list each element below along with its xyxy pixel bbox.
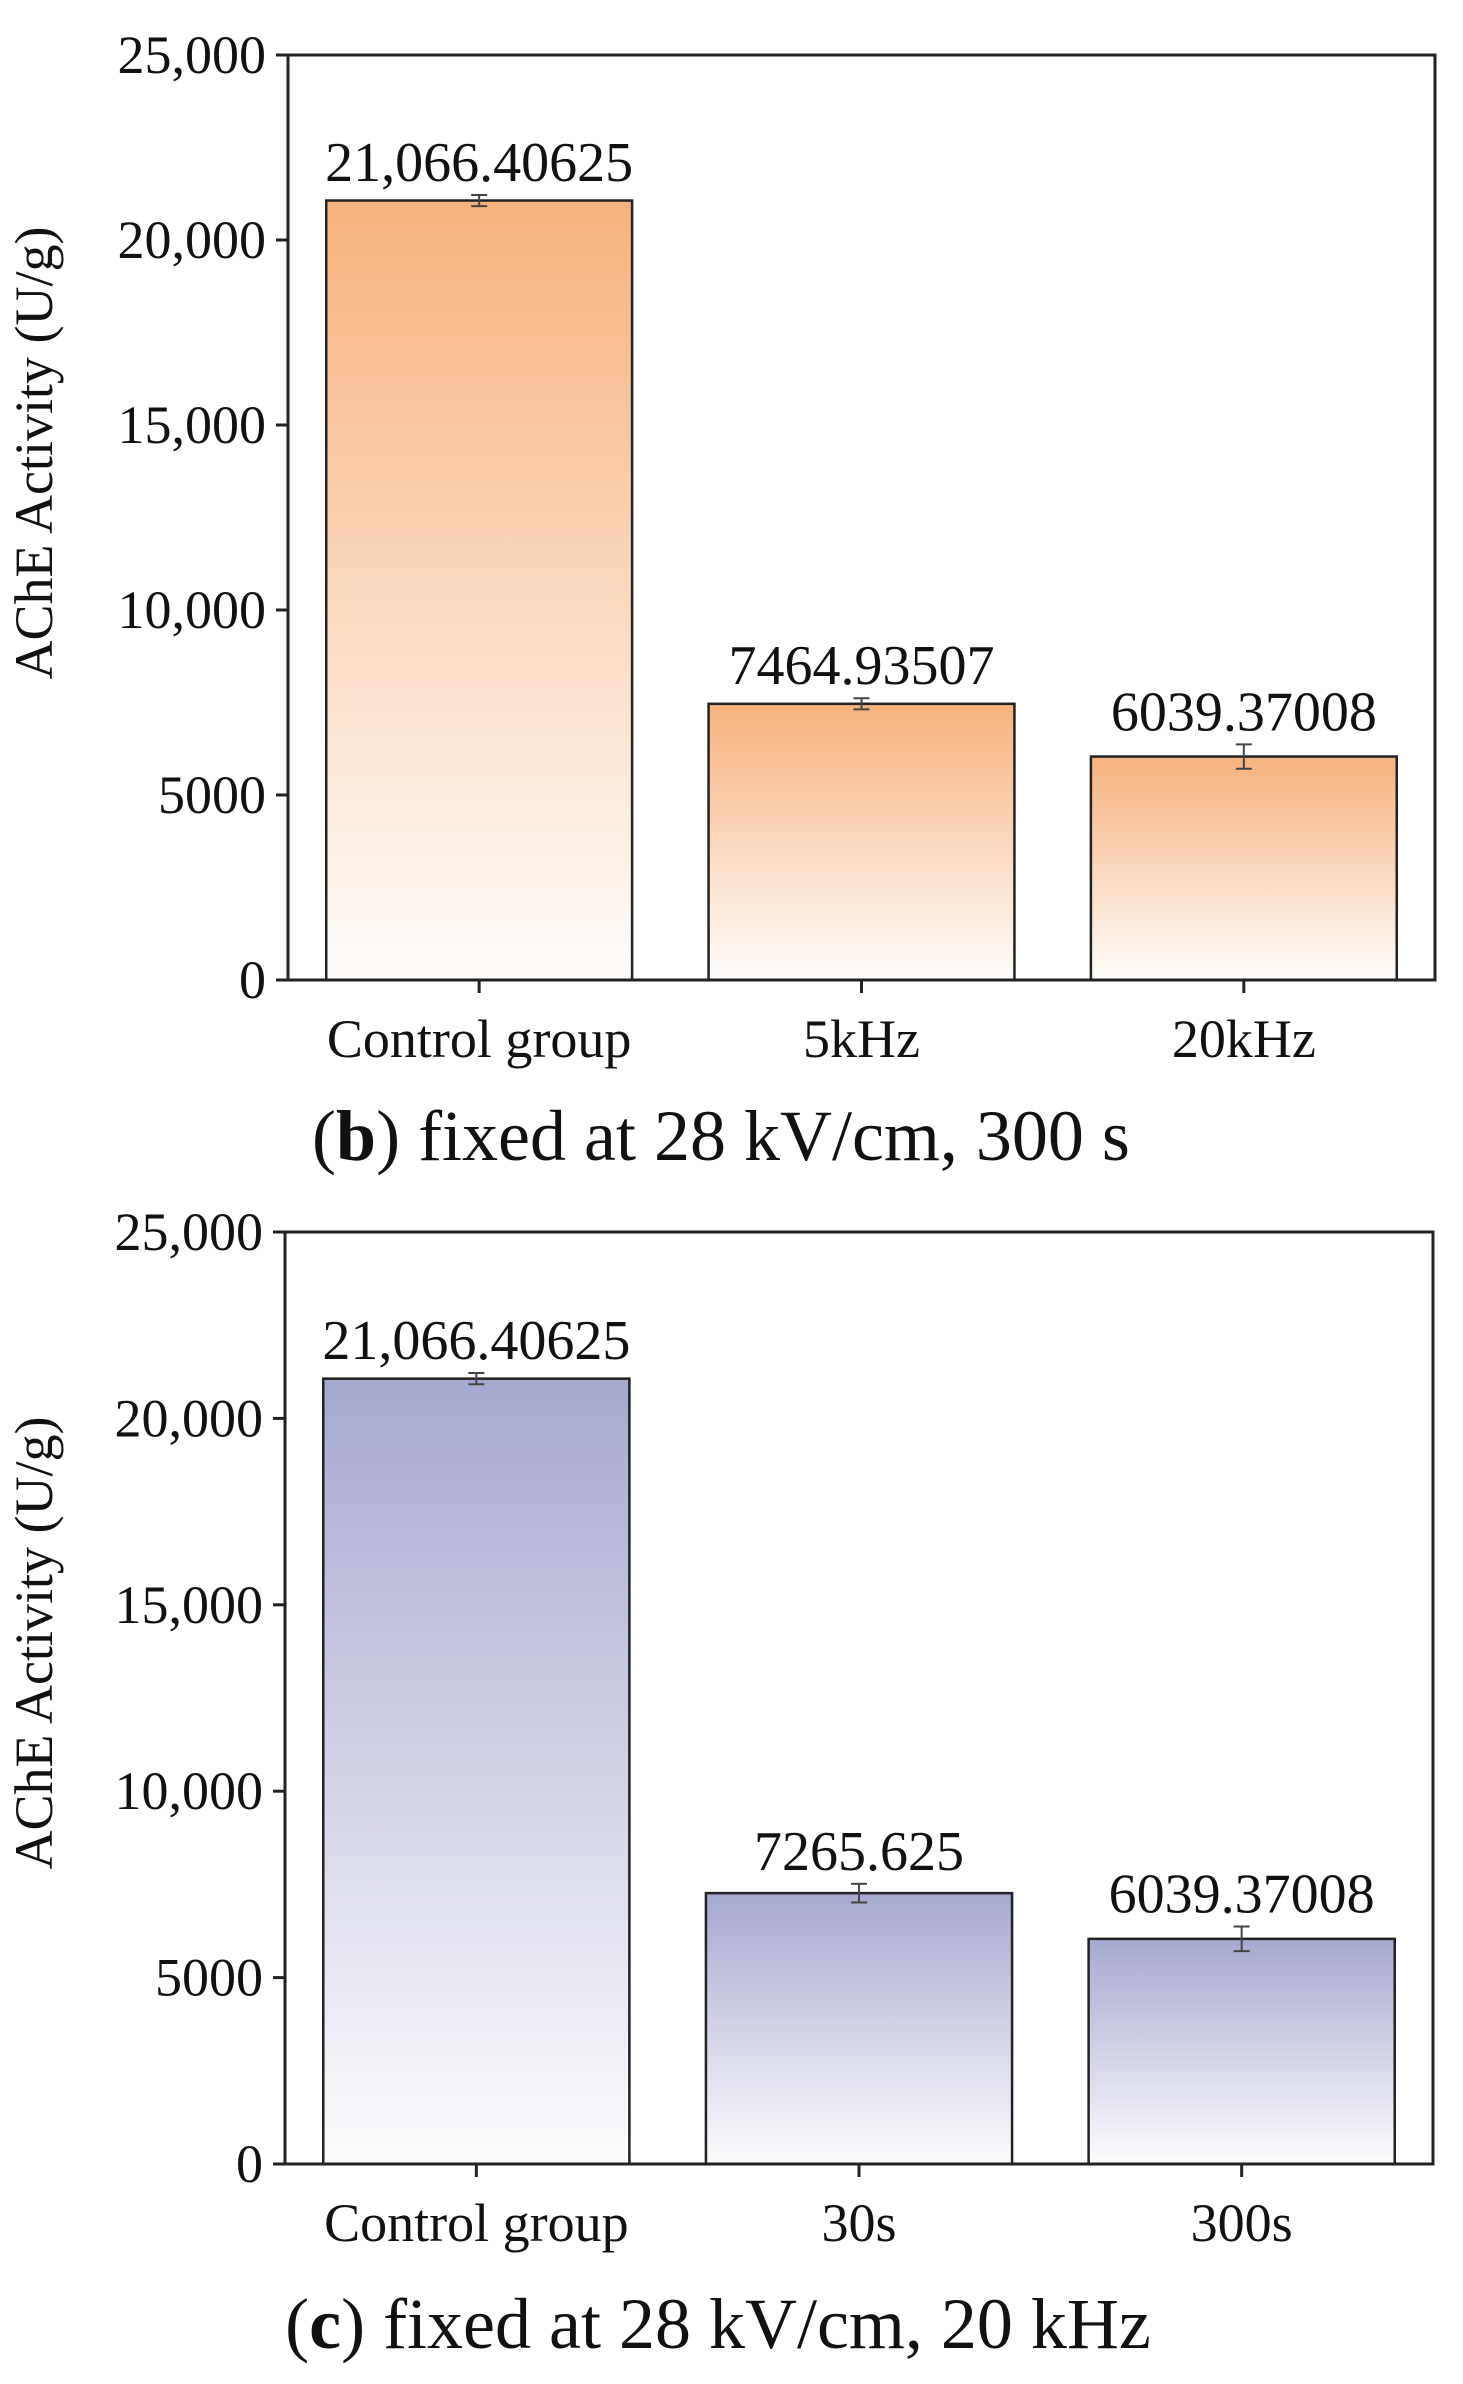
bar-b [324, 199, 634, 982]
y-tick-label-b: 15,000 [118, 395, 267, 455]
x-tick-label-b: 5kHz [803, 1009, 920, 1069]
y-tick-label-b: 25,000 [118, 25, 267, 85]
x-tick-label-b: 20kHz [1172, 1009, 1316, 1069]
data-label-b: 6039.37008 [1111, 681, 1377, 743]
y-axis-title-b: AChE Activity (U/g) [4, 227, 64, 680]
data-label-b: 21,066.40625 [325, 132, 633, 194]
bar-c [704, 1891, 1014, 2166]
bar-b [707, 702, 1016, 982]
y-tick-label-c: 15,000 [115, 1575, 264, 1635]
chart-panel-b: AChE Activity (U/g) (b) fixed at 28 kV/c… [4, 25, 1437, 1176]
y-tick-label-b: 10,000 [118, 580, 267, 640]
chart-panel-c: AChE Activity (U/g) (c) fixed at 28 kV/c… [4, 1202, 1435, 2364]
y-tick-label-c: 0 [236, 2134, 263, 2194]
y-axis-title-c: AChE Activity (U/g) [4, 1417, 64, 1870]
caption-text-b: fixed at 28 kV/cm, 300 s [400, 1096, 1130, 1176]
caption-c: (c) fixed at 28 kV/cm, 20 kHz [285, 2284, 1151, 2364]
y-tick-label-c: 5000 [155, 1948, 263, 2008]
caption-letter-c: c [309, 2284, 341, 2364]
x-tick-label-c: 30s [821, 2193, 896, 2253]
x-tick-label-c: 300s [1191, 2193, 1293, 2253]
y-tick-label-c: 10,000 [115, 1761, 264, 1821]
data-label-c: 6039.37008 [1109, 1864, 1375, 1926]
data-label-b: 7464.93507 [729, 635, 995, 697]
bar-b [1089, 755, 1399, 982]
caption-letter-b: b [336, 1096, 376, 1176]
caption-b: (b) fixed at 28 kV/cm, 300 s [312, 1096, 1130, 1176]
x-tick-label-b: Control group [327, 1009, 632, 1069]
x-tick-label-c: Control group [324, 2193, 629, 2253]
data-label-c: 21,066.40625 [322, 1310, 630, 1372]
y-tick-label-c: 20,000 [115, 1388, 264, 1448]
y-tick-label-b: 0 [239, 950, 266, 1010]
bar-c [322, 1377, 631, 2166]
caption-text-c: fixed at 28 kV/cm, 20 kHz [365, 2284, 1151, 2364]
y-tick-label-b: 20,000 [118, 210, 267, 270]
data-label-c: 7265.625 [754, 1821, 964, 1883]
y-tick-label-c: 25,000 [115, 1202, 264, 1262]
bar-c [1087, 1937, 1396, 2166]
y-tick-label-b: 5000 [158, 765, 266, 825]
